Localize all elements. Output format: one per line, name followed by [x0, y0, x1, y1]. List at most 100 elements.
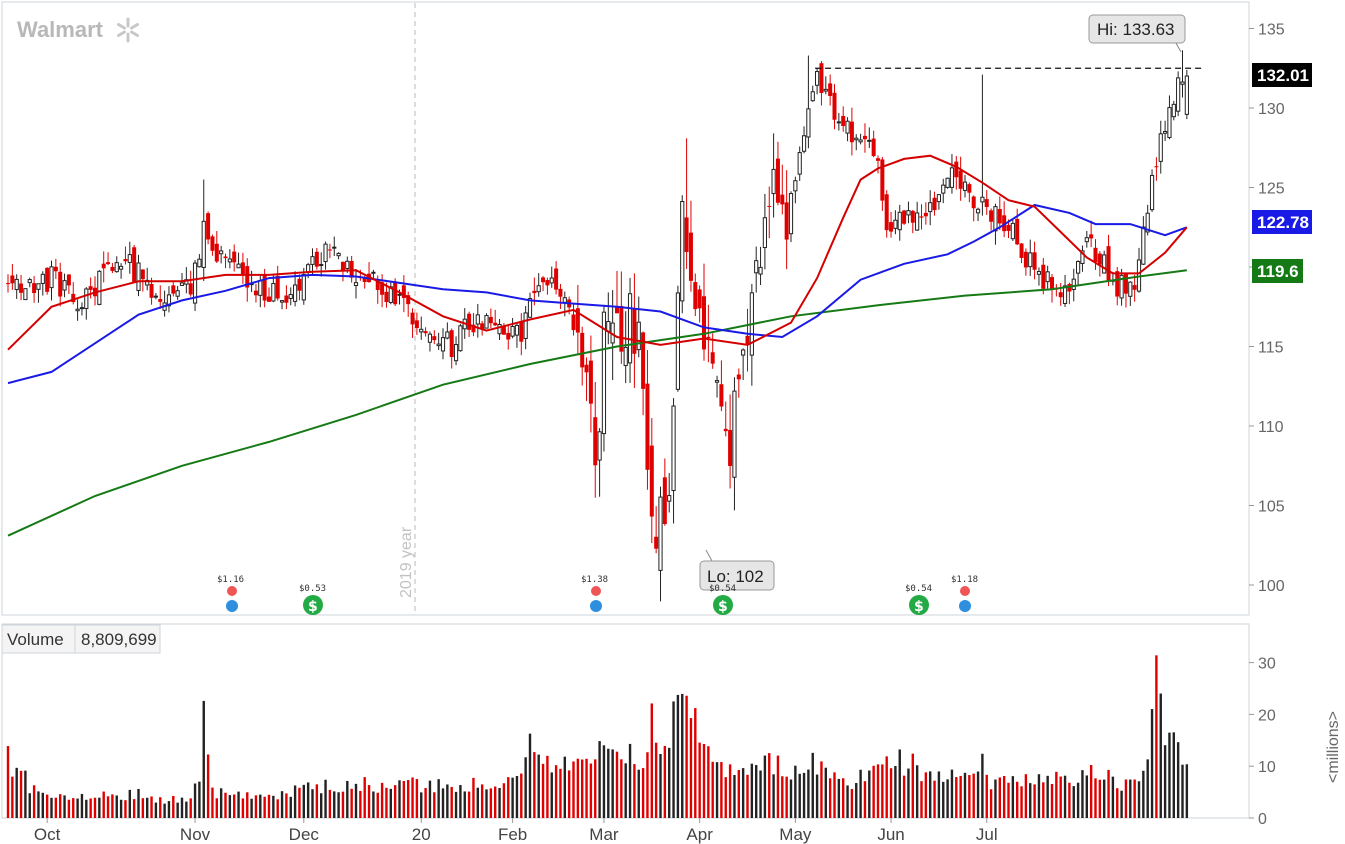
volume-bar	[615, 751, 619, 818]
volume-bar	[1042, 782, 1045, 818]
candle-body	[223, 256, 228, 259]
volume-bar	[842, 778, 845, 818]
candle-body	[867, 139, 872, 142]
volume-bar	[59, 794, 62, 818]
candle-body	[453, 344, 459, 362]
candle-body	[114, 262, 119, 273]
candle-body	[79, 307, 85, 310]
candle-body	[297, 278, 302, 291]
candle-body	[1132, 285, 1137, 290]
candle-body	[880, 159, 885, 201]
volume-bar	[219, 788, 223, 818]
candle-body	[301, 274, 306, 301]
volume-bar	[950, 769, 954, 818]
volume-header: Volume 8,809,699	[1, 624, 161, 654]
volume-bar	[637, 769, 640, 818]
volume-bar	[1150, 709, 1154, 818]
candle-body	[519, 321, 524, 342]
candle-body	[762, 217, 767, 249]
volume-bar	[333, 791, 336, 818]
volume-bar	[320, 793, 323, 818]
candle-body	[923, 212, 928, 217]
candle-body	[219, 250, 224, 255]
candle-body	[440, 337, 446, 352]
ma-blue-value: 122.78	[1257, 213, 1309, 232]
volume-bar	[254, 795, 258, 818]
volume-bar	[654, 742, 658, 818]
candle-body	[932, 197, 937, 211]
volume-bar	[1124, 779, 1128, 818]
volume-bar	[933, 780, 936, 818]
candle-body	[110, 266, 115, 271]
candle-body	[871, 138, 876, 157]
volume-bar	[763, 755, 767, 818]
volume-bar	[437, 779, 440, 818]
volume-bar	[1155, 655, 1158, 818]
volume-bar	[63, 795, 66, 818]
candle-body	[284, 295, 289, 303]
candle-body	[75, 308, 80, 312]
ma-blue-line	[7, 203, 1188, 385]
candle-body	[623, 346, 628, 367]
candle-body	[571, 314, 576, 331]
candle-body	[993, 206, 998, 232]
candle-body	[88, 286, 93, 290]
candle-body	[1010, 222, 1015, 240]
volume-bar	[37, 791, 40, 818]
volume-bar	[898, 749, 901, 818]
volume-bar	[750, 763, 754, 818]
volume-bar	[724, 777, 727, 818]
dollar-icon	[909, 595, 929, 615]
volume-bar	[141, 798, 145, 818]
volume-bar	[855, 783, 858, 818]
candle-body	[876, 158, 880, 161]
volume-bar	[1081, 770, 1084, 818]
dividend-icon	[960, 586, 970, 596]
candle-body	[140, 269, 145, 280]
candle-body	[536, 285, 541, 293]
candle-body	[889, 222, 894, 232]
volume-bar	[768, 753, 771, 818]
volume-bar	[728, 764, 732, 818]
ma-green-badge: 119.6	[1252, 259, 1303, 283]
candle-body	[1015, 218, 1020, 245]
volume-bar	[528, 733, 532, 818]
ma-red-line	[7, 154, 1188, 351]
volume-bar	[815, 774, 819, 818]
volume-bar	[937, 771, 941, 818]
candle-body	[45, 267, 50, 292]
time-tick-label: Feb	[498, 825, 527, 844]
candle-body	[710, 352, 715, 364]
volume-bar	[572, 761, 575, 818]
volume-bar	[328, 789, 332, 818]
volume-bar	[1002, 776, 1006, 818]
candle-body	[84, 288, 89, 310]
dividend-marker-nov: $1.16	[217, 575, 244, 612]
volume-bar	[202, 700, 205, 818]
volume-bar	[554, 765, 558, 818]
candle-body	[445, 331, 450, 339]
volume-bar	[1185, 764, 1189, 818]
candle-body	[206, 213, 211, 240]
candle-body	[1158, 133, 1163, 162]
volume-bar	[263, 796, 266, 818]
candle-body	[510, 326, 515, 337]
candle-body	[810, 91, 815, 102]
candle-body	[654, 536, 659, 549]
candle-body	[1080, 250, 1085, 264]
candle-body	[758, 266, 763, 275]
brand-logo: Walmart	[17, 17, 104, 42]
candle-body	[997, 209, 1002, 224]
volume-bar	[833, 772, 836, 818]
candle-body	[188, 283, 193, 295]
candle-body	[588, 360, 593, 404]
candle-body	[106, 262, 111, 265]
volume-bar	[585, 758, 588, 818]
candle-body	[267, 296, 271, 302]
candle-body	[427, 333, 433, 343]
volume-bar	[354, 783, 358, 818]
time-tick-label: Nov	[180, 825, 211, 844]
candle-body	[702, 296, 706, 350]
candle-body	[893, 219, 898, 229]
candle-body	[619, 305, 624, 352]
